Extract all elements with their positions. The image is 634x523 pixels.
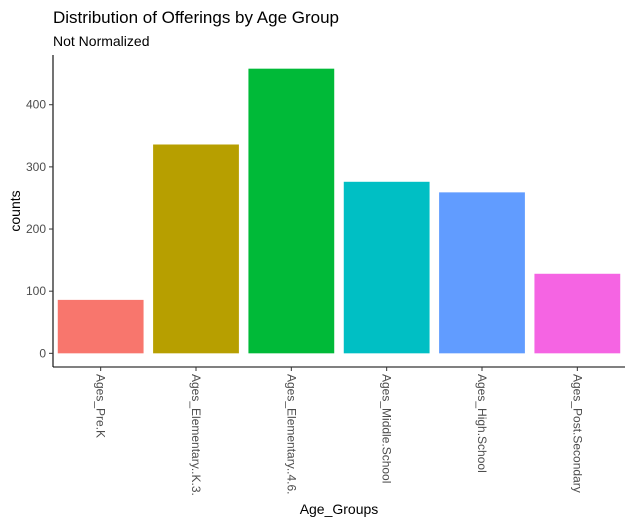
- bars-group: [57, 68, 621, 354]
- y-tick-label: 100: [26, 284, 46, 298]
- bar-2: [153, 144, 239, 354]
- x-tick-label: Ages_Post.Secondary: [570, 374, 584, 493]
- x-axis-title: Age_Groups: [300, 501, 379, 517]
- bar-4: [343, 181, 430, 354]
- x-tick-label: Ages_Elementary..4.6.: [284, 374, 298, 495]
- x-tick-label: Ages_Elementary..K.3.: [189, 374, 203, 496]
- x-tick-label: Ages_Pre.K: [94, 374, 108, 438]
- x-tick-label: Ages_Middle.School: [380, 374, 394, 483]
- y-tick-label: 300: [26, 160, 46, 174]
- y-tick-label: 400: [26, 98, 46, 112]
- bar-5: [439, 192, 525, 354]
- y-axis: 0 100 200 300 400: [26, 55, 54, 367]
- y-tick-label: 200: [26, 222, 46, 236]
- bar-3: [248, 68, 335, 354]
- bar-1: [57, 299, 144, 354]
- x-axis: Ages_Pre.K Ages_Elementary..K.3. Ages_Elem…: [53, 366, 625, 496]
- bar-6: [534, 273, 621, 354]
- y-tick-label: 0: [39, 346, 46, 360]
- y-axis-title: counts: [7, 190, 23, 231]
- x-tick-label: Ages_High.School: [475, 374, 489, 473]
- chart-title: Distribution of Offerings by Age Group: [53, 8, 339, 27]
- chart-subtitle: Not Normalized: [53, 33, 149, 49]
